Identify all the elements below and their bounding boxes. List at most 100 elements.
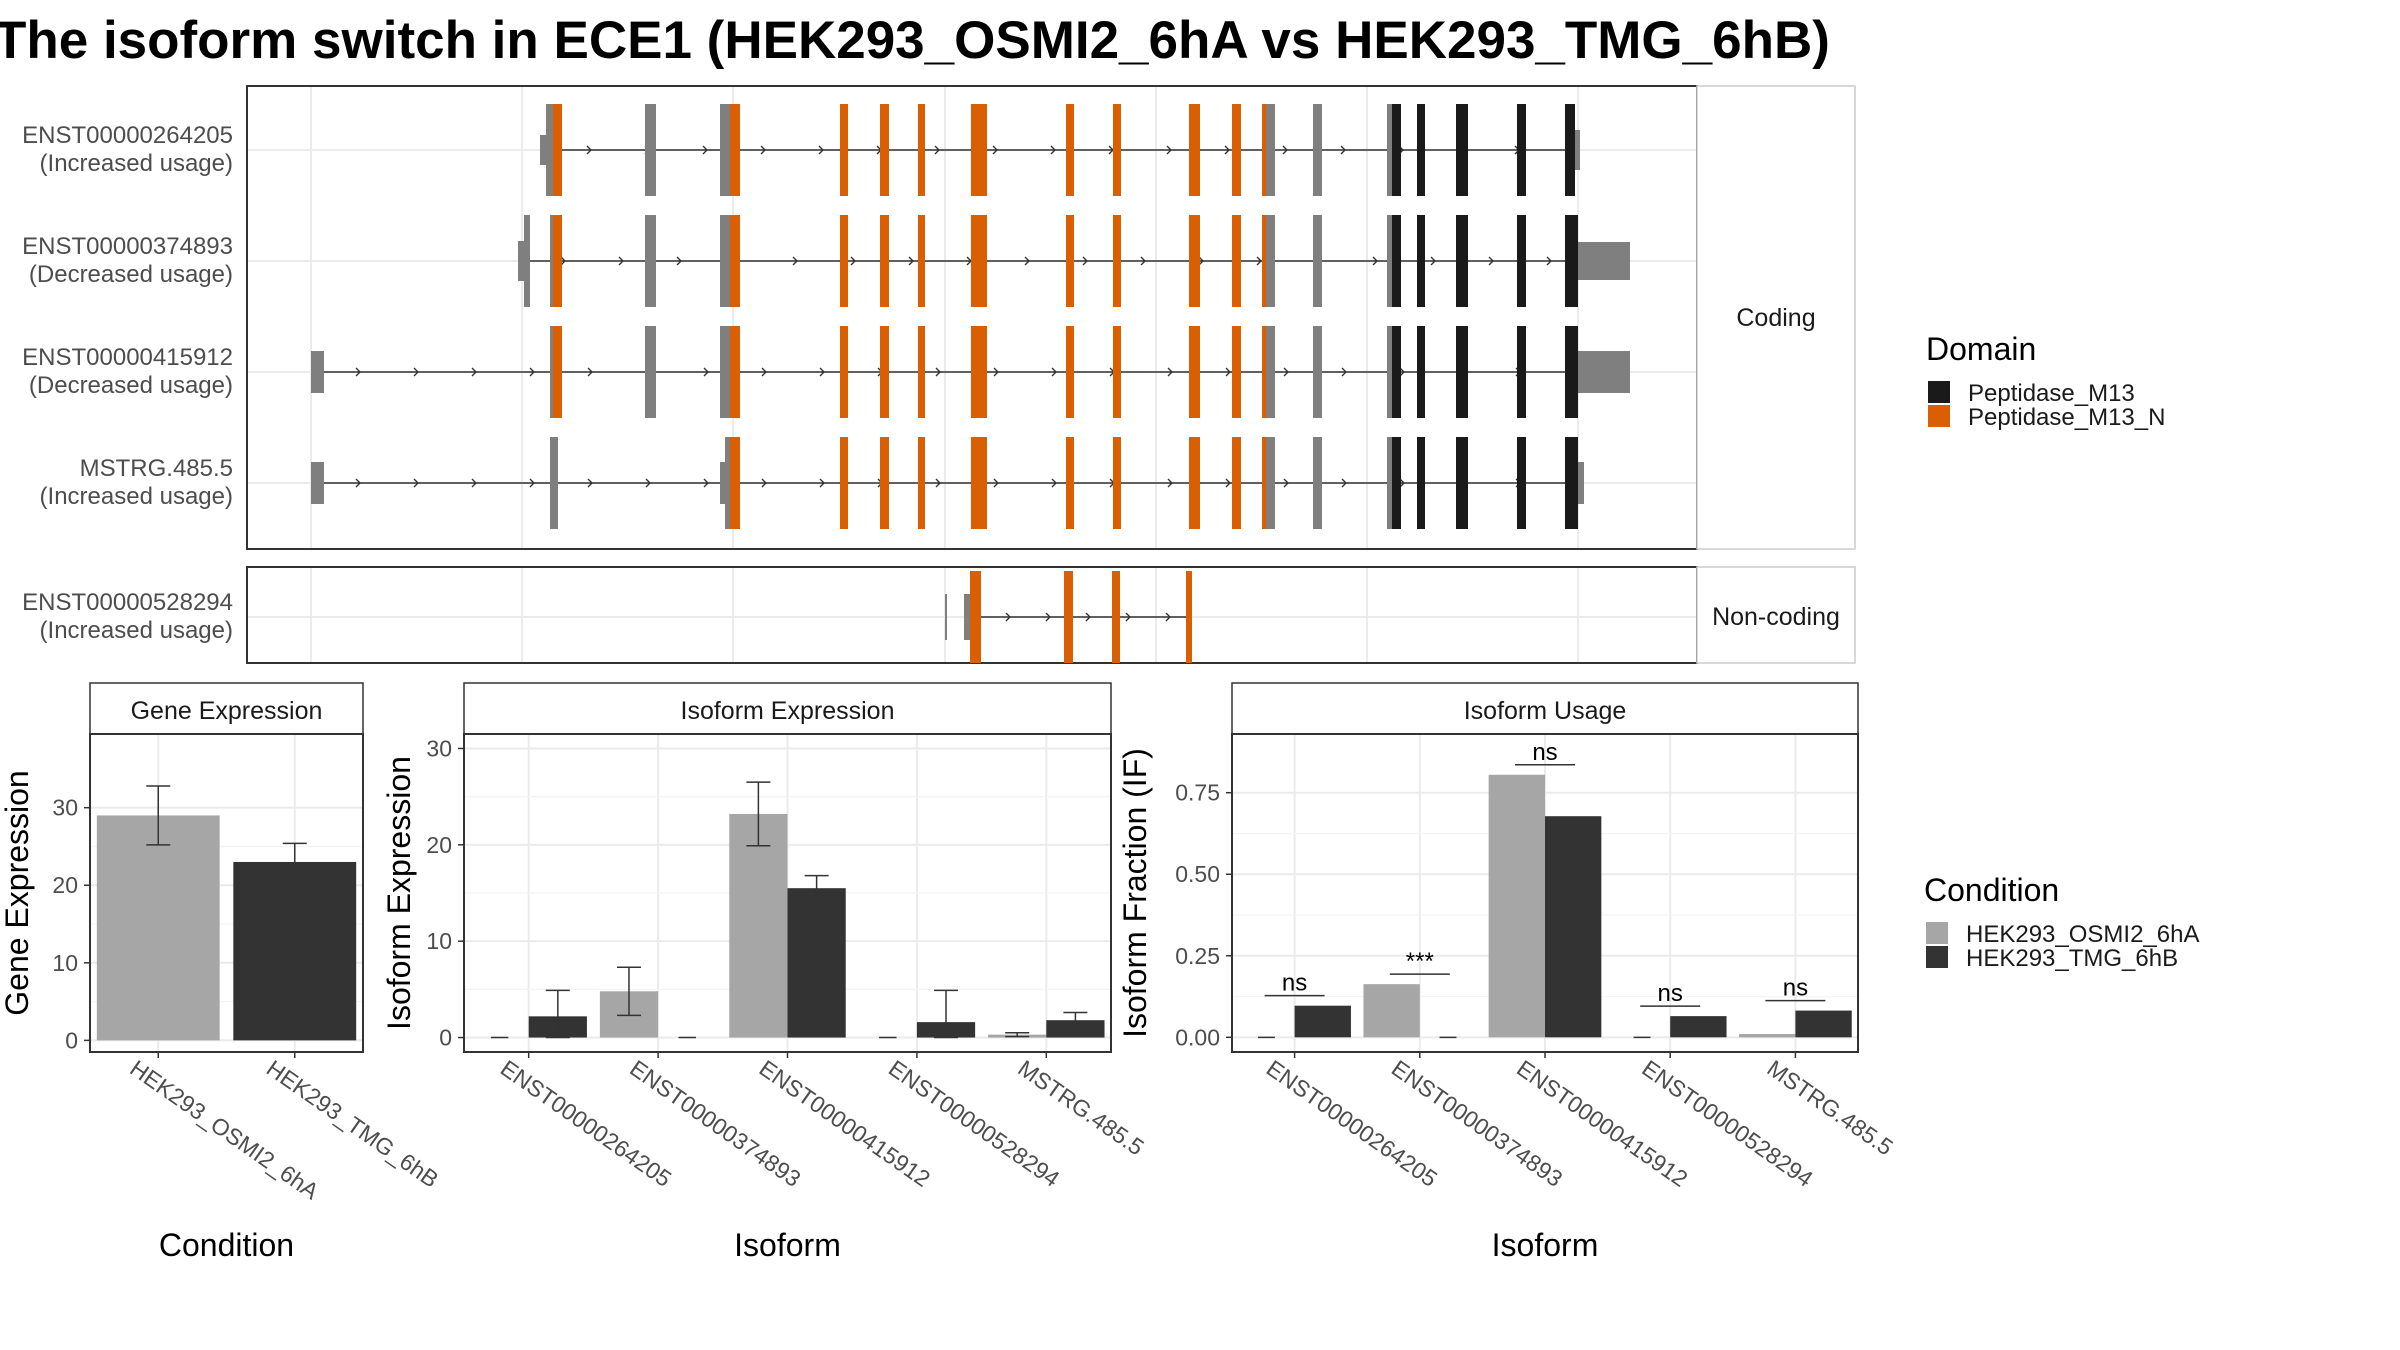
significance-label: ns [1658, 980, 1683, 1007]
intron-arrow [471, 367, 477, 377]
intron-arrow [1341, 367, 1347, 377]
intron-arrow [586, 145, 592, 155]
intron-arrow [1050, 145, 1056, 155]
intron-arrow [993, 367, 999, 377]
exon-block [1417, 104, 1425, 196]
exon-block [720, 215, 730, 307]
transcript-row [311, 437, 1584, 529]
bar [1739, 1034, 1796, 1038]
bar [1670, 1016, 1727, 1038]
bar [1294, 1005, 1351, 1038]
intron-arrow [1198, 256, 1204, 266]
exon-block [1066, 215, 1074, 307]
panel-strip [1231, 682, 1859, 735]
intron-arrow [587, 478, 593, 488]
figure-title: The isoform switch in ECE1 (HEK293_OSMI2… [0, 11, 1830, 70]
intron-arrow [676, 256, 682, 266]
y-axis-title: Gene Expression [0, 770, 35, 1015]
coding-strip-label: Coding [1736, 304, 1815, 332]
intron-arrow [703, 367, 709, 377]
exon-block [1113, 437, 1121, 529]
exon-block [1456, 326, 1468, 418]
exon-block [1266, 215, 1275, 307]
exon-block [1392, 437, 1401, 529]
intron-arrow [1340, 145, 1346, 155]
exon-block [880, 215, 889, 307]
intron-arrow [1225, 367, 1231, 377]
exon-block [553, 215, 562, 307]
exon-block [1189, 326, 1200, 418]
intron-arrow [761, 478, 767, 488]
exon-block [1417, 215, 1425, 307]
domain-legend-title: Domain [1926, 331, 2036, 367]
exon-block [1232, 104, 1241, 196]
bar [1795, 1010, 1852, 1038]
exon-block [1266, 104, 1275, 196]
intron-arrow [1005, 612, 1011, 622]
intron-arrow [935, 478, 941, 488]
y-tick-label: 0.50 [1175, 861, 1220, 887]
exon-block [1565, 215, 1572, 307]
bar [233, 861, 357, 1041]
transcript-usage: (Increased usage) [40, 617, 233, 644]
intron-arrow [908, 256, 914, 266]
y-tick-label: 10 [426, 928, 452, 954]
exon-block [1456, 104, 1468, 196]
bar [1046, 1020, 1105, 1038]
exon-block [840, 437, 848, 529]
intron-arrow [992, 145, 998, 155]
exon-block [1392, 104, 1401, 196]
exon-block [1565, 104, 1572, 196]
exon-block [1189, 104, 1200, 196]
exon-block [1262, 437, 1266, 529]
panel-strip [463, 682, 1112, 735]
intron-arrow [1430, 256, 1436, 266]
intron-arrow [355, 367, 361, 377]
bar-panel: Isoform Expression0102030ENST00000264205… [381, 682, 1149, 1263]
intron-arrow [792, 256, 798, 266]
exon-block [725, 437, 730, 529]
intron-arrow [1224, 145, 1230, 155]
bar-panel: Gene Expression0102030HEK293_OSMI2_6hAHE… [0, 682, 443, 1263]
x-tick-label: MSTRG.485.5 [1763, 1055, 1898, 1161]
exon-block [1313, 326, 1322, 418]
exon-block [1112, 571, 1120, 663]
osmi2-swatch [1926, 922, 1948, 944]
intron-arrow [1256, 256, 1262, 266]
intron-arrow [934, 145, 940, 155]
exon-block [1189, 215, 1200, 307]
exon-block [645, 104, 656, 196]
exon-block [518, 241, 524, 281]
transcript-id: ENST00000264205 [22, 122, 233, 149]
domain-legend: Domain Peptidase_M13 Peptidase_M13_N [1926, 331, 2165, 431]
transcript-row [945, 571, 1192, 663]
exon-block [730, 104, 740, 196]
tmg-swatch [1926, 946, 1948, 968]
y-tick-label: 20 [426, 832, 452, 858]
intron-arrow [760, 145, 766, 155]
exon-block [1575, 130, 1580, 170]
intron-arrow [1167, 367, 1173, 377]
exon-block [1417, 437, 1425, 529]
x-tick-label: MSTRG.485.5 [1013, 1055, 1148, 1161]
transcript-row [540, 104, 1580, 196]
transcript-usage: (Increased usage) [40, 483, 233, 510]
exon-block [840, 104, 848, 196]
y-tick-label: 30 [52, 795, 78, 821]
y-tick-label: 10 [52, 950, 78, 976]
transcript-usage: (Decreased usage) [29, 261, 233, 288]
intron-arrow [413, 478, 419, 488]
exon-block [730, 326, 740, 418]
peptidase-m13-n-label: Peptidase_M13_N [1968, 404, 2165, 431]
exon-block [1387, 326, 1392, 418]
intron-arrow [1140, 256, 1146, 266]
exon-block [1517, 326, 1526, 418]
x-axis-title: Isoform [1492, 1227, 1599, 1263]
exon-block [645, 326, 656, 418]
exon-block [945, 594, 947, 640]
y-tick-label: 0 [439, 1025, 452, 1051]
intron-arrow [1125, 612, 1131, 622]
intron-arrow [993, 478, 999, 488]
exon-block [720, 462, 725, 504]
